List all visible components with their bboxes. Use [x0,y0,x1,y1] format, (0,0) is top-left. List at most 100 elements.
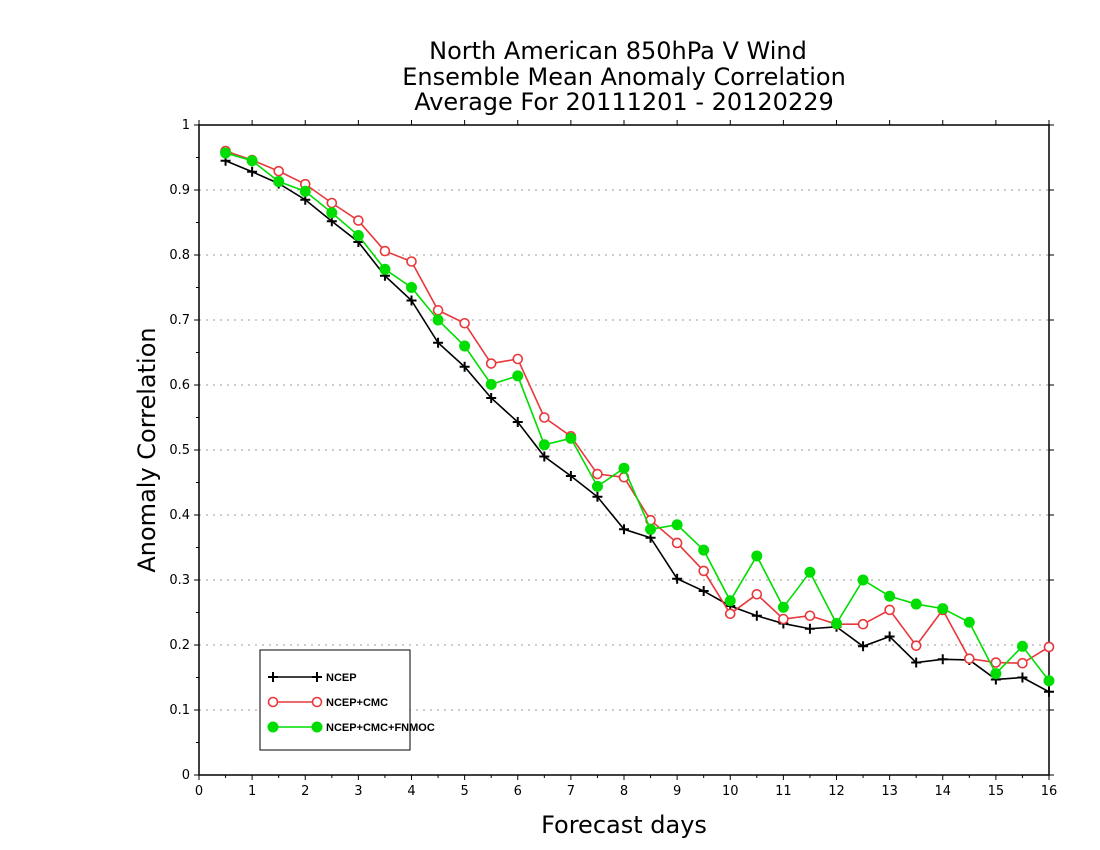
data-point-2 [751,550,763,562]
data-point-2 [565,432,577,444]
data-point-2 [591,480,603,492]
y-tick-label: 1 [182,118,190,133]
legend-marker-0 [312,672,322,682]
x-tick-label: 16 [1041,784,1058,799]
x-tick-label: 2 [301,784,309,799]
data-point-2 [618,462,630,474]
data-point-1 [724,608,736,620]
data-point-0 [486,393,497,403]
data-point-2 [379,263,391,275]
data-point-2 [459,340,471,352]
data-point-2 [857,574,869,586]
data-point-0 [858,641,869,652]
data-point-0 [911,657,922,668]
data-point-2 [273,176,285,188]
data-point-1 [592,468,603,480]
x-tick-label: 13 [881,784,898,799]
data-point-1 [512,353,524,365]
x-tick-label: 15 [988,784,1005,799]
data-point-0 [619,524,629,535]
series-line-0 [225,160,1050,693]
data-point-2 [485,378,497,390]
axis-ticks: 00.10.20.30.40.50.60.70.80.910 1 2 3 4 5 6 7 8 9 1… [169,118,1057,799]
x-tick-label: 1 [248,784,256,799]
data-point-2 [326,207,338,219]
y-tick-label: 0.9 [169,183,190,198]
data-point-2 [512,370,524,382]
x-tick-label: 4 [407,784,415,799]
data-point-0 [247,166,258,177]
data-point-2 [884,590,896,602]
x-tick-label: 14 [934,784,951,799]
data-point-2 [698,544,710,556]
x-tick-label: 6 [514,784,522,799]
data-point-1 [778,613,789,625]
data-point-1 [884,604,895,616]
y-tick-label: 0.3 [169,573,190,588]
x-tick-label: 9 [673,784,681,799]
legend-label-0: NCEP [326,672,357,684]
y-tick-label: 0.6 [169,378,190,393]
title-line-1: North American 850hPa V Wind [429,37,807,65]
data-point-2 [831,618,842,630]
y-tick-label: 0.1 [169,703,190,718]
data-point-2 [937,603,949,615]
legend-marker-1 [311,696,323,708]
data-point-0 [1044,686,1054,697]
data-point-1 [353,215,364,226]
data-point-2 [246,155,258,167]
data-point-0 [672,573,683,584]
legend-label-2: NCEP+CMC+FNMOC [326,722,435,734]
data-point-0 [751,610,762,621]
data-point-2 [724,595,736,607]
data-point-0 [698,586,709,597]
data-point-1 [804,610,816,622]
data-point-2 [804,566,816,578]
data-point-1 [539,412,550,423]
title-line-2: Ensemble Mean Anomaly Correlation [402,63,846,91]
data-point-1 [459,317,470,329]
data-point-2 [432,314,444,326]
legend-label-1: NCEP+CMC [326,697,388,709]
data-point-1 [698,565,709,577]
y-tick-label: 0.8 [169,248,190,263]
data-point-1 [857,618,869,630]
x-tick-label: 0 [195,784,203,799]
data-point-1 [671,537,683,549]
data-point-1 [751,588,763,600]
x-tick-label: 5 [460,784,468,799]
y-tick-label: 0.4 [169,508,190,523]
series-line-2 [225,152,1050,682]
series-0 [220,155,1054,697]
data-point-0 [406,295,417,306]
data-point-1 [964,653,975,664]
series-2 [220,147,1055,687]
chart-title: North American 850hPa V Wind Ensemble Me… [402,37,846,116]
x-axis-title: Forecast days [541,811,707,839]
y-tick-label: 0.2 [169,638,190,653]
y-axis-title: Anomaly Correlation [133,327,161,572]
x-tick-label: 12 [828,784,845,799]
data-point-0 [433,337,444,348]
legend-entry-0: NCEP [268,672,357,684]
data-point-1 [485,358,497,369]
y-tick-label: 0.7 [169,313,190,328]
data-point-2 [406,282,417,293]
data-point-2 [220,147,232,159]
data-point-2 [1016,640,1028,652]
data-point-1 [432,304,444,316]
data-point-0 [539,451,550,462]
legend: NCEP NCEP+CMC NCEP+CMC+FNMOC [259,649,435,751]
x-tick-label: 11 [775,784,792,799]
x-tick-label: 8 [620,784,628,799]
grid-lines [199,189,1049,711]
data-point-0 [1017,672,1028,683]
data-point-2 [1043,675,1055,687]
legend-entry-1: NCEP+CMC [267,696,388,709]
data-point-1 [1017,657,1028,669]
data-point-2 [352,230,364,241]
data-series [220,145,1055,697]
data-point-2 [990,668,1002,680]
data-point-1 [1043,641,1055,653]
legend-marker-1 [267,696,279,708]
